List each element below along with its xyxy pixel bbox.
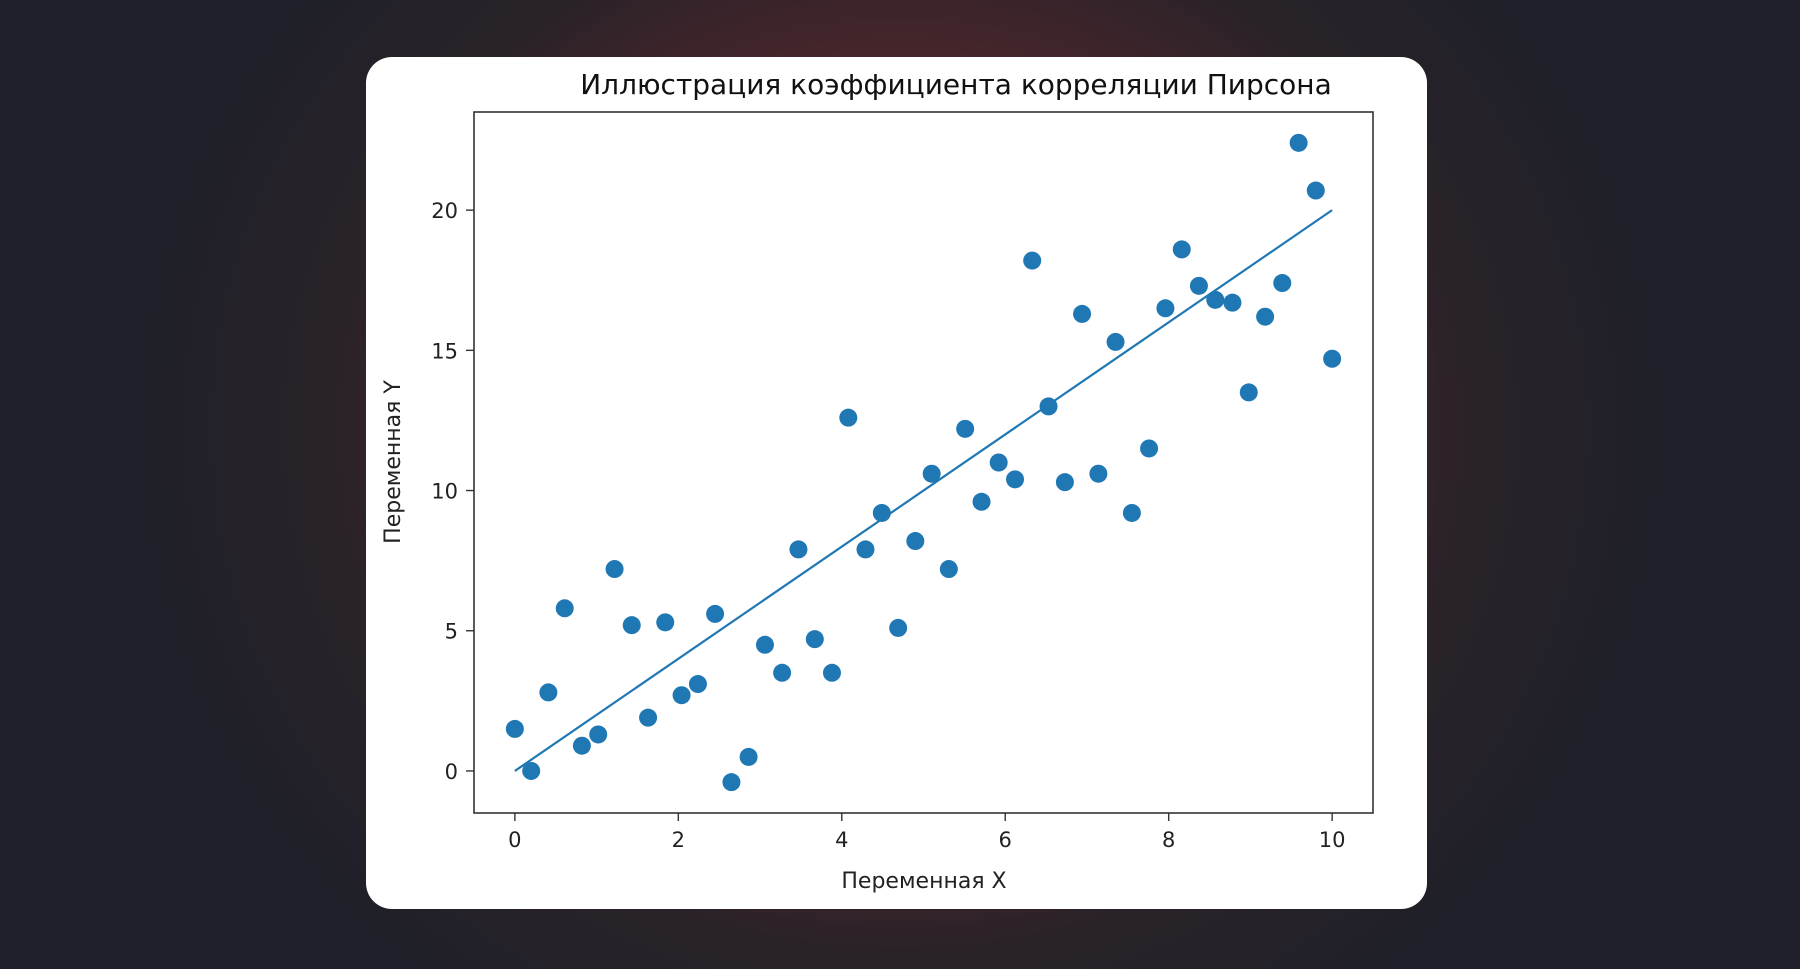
- scatter-point: [1055, 473, 1074, 492]
- chart-title: Иллюстрация коэффициента корреляции Пирс…: [580, 68, 1332, 101]
- scatter-point: [956, 419, 975, 438]
- scatter-point: [1156, 299, 1175, 318]
- scatter-point: [605, 560, 624, 579]
- scatter-point: [1172, 240, 1191, 259]
- scatter-point: [1273, 274, 1292, 293]
- scatter-point: [805, 630, 824, 649]
- scatter-point: [906, 532, 925, 551]
- scatter-point: [856, 540, 875, 559]
- chart-card: Иллюстрация коэффициента корреляции Пирс…: [366, 57, 1427, 909]
- scatter-point: [639, 708, 658, 727]
- x-tick-label: 0: [508, 828, 521, 852]
- y-tick-label: 0: [445, 760, 458, 784]
- scatter-point: [622, 616, 641, 635]
- axis-ticks: 0 2 4 6 8 10 0 5 10 15 20: [431, 199, 1345, 852]
- scatter-point: [1140, 439, 1159, 458]
- plot-frame: [473, 111, 1374, 814]
- scatter-point: [1306, 181, 1325, 200]
- y-axis-label: Переменная Y: [381, 380, 406, 544]
- scatter-point: [1289, 133, 1308, 152]
- scatter-point: [1189, 276, 1208, 295]
- x-axis-label: Переменная X: [841, 869, 1006, 894]
- scatter-point: [755, 635, 774, 654]
- scatter-point: [789, 540, 808, 559]
- scatter-point: [1073, 304, 1092, 323]
- scatter-point: [1223, 293, 1242, 312]
- y-tick-label: 15: [431, 339, 458, 363]
- y-tick-label: 5: [445, 620, 458, 644]
- scatter-point: [822, 663, 841, 682]
- scatter-point: [722, 773, 741, 792]
- scatter-point: [1239, 383, 1258, 402]
- scatter-point: [589, 725, 608, 744]
- scatter-point: [839, 408, 858, 427]
- scatter-point: [922, 464, 941, 483]
- scatter-point: [989, 453, 1008, 472]
- scatter-point: [1206, 290, 1225, 309]
- scatter-point: [972, 492, 991, 511]
- scatter-point: [1023, 251, 1042, 270]
- x-tick-label: 2: [672, 828, 685, 852]
- scatter-point: [773, 663, 792, 682]
- x-tick-label: 10: [1319, 828, 1346, 852]
- scatter-chart: Иллюстрация коэффициента корреляции Пирс…: [381, 68, 1374, 894]
- scatter-point: [706, 604, 725, 623]
- scatter-point: [1089, 464, 1108, 483]
- scatter-point: [572, 736, 591, 755]
- scatter-point: [672, 686, 691, 705]
- regression-line: [514, 209, 1333, 772]
- scatter-point: [889, 618, 908, 637]
- x-tick-label: 6: [999, 828, 1012, 852]
- scatter-point: [872, 503, 891, 522]
- scatter-point: [739, 747, 758, 766]
- scatter-point: [1323, 349, 1342, 368]
- scatter-point: [688, 675, 707, 694]
- scatter-point: [522, 761, 541, 780]
- data-points: [505, 133, 1342, 792]
- scatter-point: [539, 683, 558, 702]
- scatter-point: [1122, 503, 1141, 522]
- y-tick-label: 10: [431, 480, 458, 504]
- scatter-point: [1256, 307, 1275, 326]
- fit-line-layer: [514, 209, 1333, 772]
- scatter-point: [555, 599, 574, 618]
- scatter-point: [505, 719, 524, 738]
- scatter-point: [939, 560, 958, 579]
- x-tick-label: 8: [1162, 828, 1175, 852]
- scatter-point: [656, 613, 675, 632]
- y-tick-label: 20: [431, 199, 458, 223]
- scatter-point: [1006, 470, 1025, 489]
- x-tick-label: 4: [835, 828, 848, 852]
- scatter-point: [1106, 332, 1125, 351]
- scatter-point: [1039, 397, 1058, 416]
